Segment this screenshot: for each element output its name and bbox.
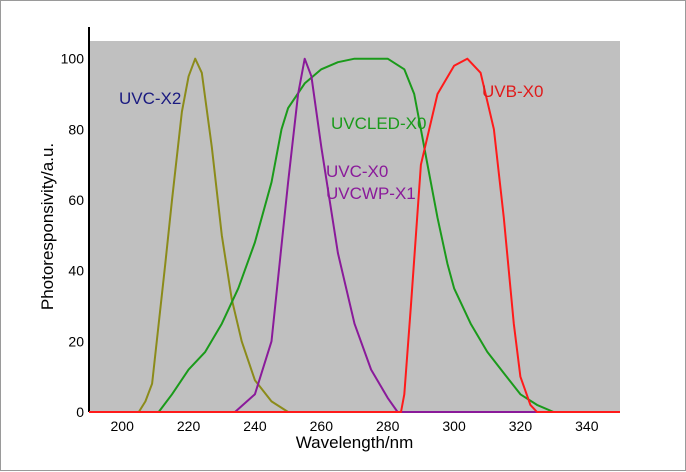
series-label: UVC-X0 xyxy=(326,162,388,181)
y-axis-label: Photoresponsivity/a.u. xyxy=(38,143,57,310)
x-tick-label: 260 xyxy=(310,418,334,434)
x-tick-label: 220 xyxy=(177,418,201,434)
series-label: UVC-X2 xyxy=(119,89,181,108)
y-tick-label: 60 xyxy=(68,192,84,208)
series-line-3 xyxy=(89,57,620,413)
y-tick-label: 0 xyxy=(76,404,84,420)
y-tick-label: 80 xyxy=(68,121,84,137)
x-axis-label: Wavelength/nm xyxy=(296,433,413,452)
y-tick-label: 40 xyxy=(68,263,84,279)
y-tick-label: 20 xyxy=(68,333,84,349)
series-label: UVCWP-X1 xyxy=(326,184,416,203)
series-line-0 xyxy=(89,57,620,413)
x-tick-label: 340 xyxy=(575,418,599,434)
series-line-1 xyxy=(89,57,620,413)
series-line-2 xyxy=(89,57,620,413)
x-tick-label: 280 xyxy=(376,418,400,434)
x-tick-label: 320 xyxy=(509,418,533,434)
x-tick-label: 300 xyxy=(442,418,466,434)
series-label: UVB-X0 xyxy=(482,82,543,101)
y-tick-label: 100 xyxy=(61,51,85,67)
series-label: UVCLED-X0 xyxy=(331,114,426,133)
x-tick-label: 200 xyxy=(111,418,135,434)
plot-area xyxy=(89,41,620,412)
x-tick-label: 240 xyxy=(243,418,267,434)
